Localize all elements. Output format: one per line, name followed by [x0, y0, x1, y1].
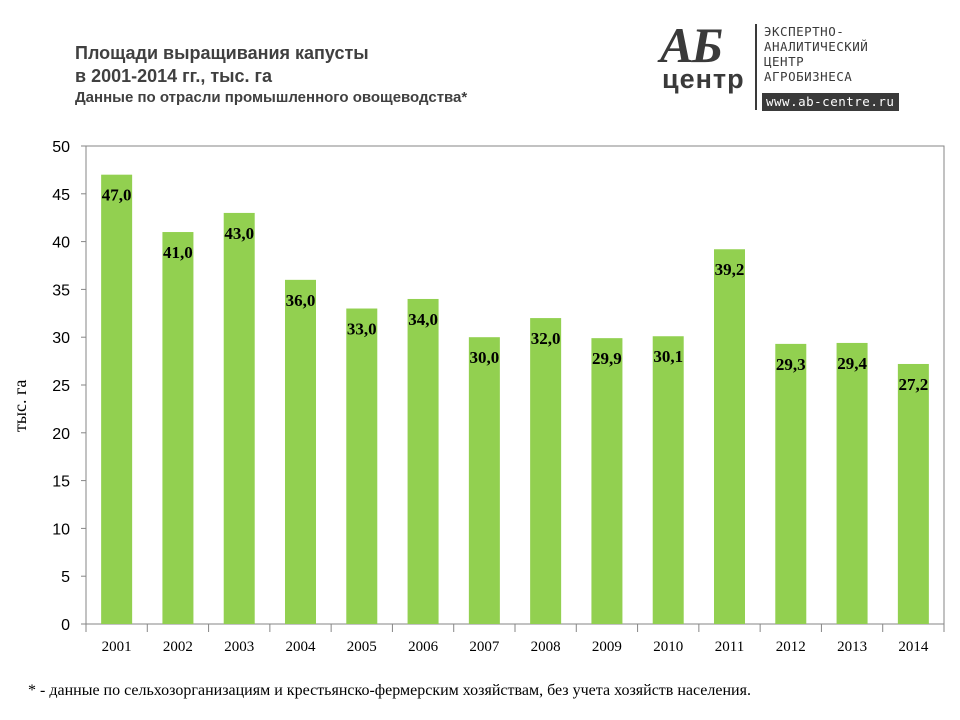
y-tick-label: 20: [52, 426, 70, 443]
bar: [407, 298, 439, 624]
y-tick-label: 50: [52, 139, 70, 156]
title-line-2: в 2001-2014 гг., тыс. га: [75, 66, 273, 86]
data-label: 43,0: [224, 224, 254, 243]
bar: [775, 343, 807, 624]
data-label: 29,3: [776, 355, 806, 374]
x-tick-label: 2014: [898, 639, 929, 655]
logo-text: ЭКСПЕРТНО- АНАЛИТИЧЕСКИЙ ЦЕНТР АГРОБИЗНЕ…: [764, 24, 869, 84]
title-line-1: Площади выращивания капусты: [75, 43, 369, 63]
x-tick-label: 2004: [286, 639, 317, 655]
logo-mark-top: АБ: [660, 17, 723, 73]
x-tick-label: 2002: [163, 639, 193, 655]
logo-divider: [755, 24, 757, 110]
data-label: 33,0: [347, 320, 377, 339]
chart-title: Площади выращивания капусты в 2001-2014 …: [75, 42, 467, 108]
bar: [652, 336, 684, 624]
logo-url: www.ab-centre.ru: [762, 93, 900, 111]
x-tick-label: 2005: [347, 639, 377, 655]
data-label: 30,1: [653, 347, 683, 366]
data-label: 41,0: [163, 243, 193, 262]
data-label: 47,0: [102, 186, 132, 205]
data-label: 27,2: [898, 375, 928, 394]
x-tick-label: 2010: [653, 639, 683, 655]
footnote: * - данные по сельхозорганизациям и крес…: [28, 682, 751, 699]
bar: [530, 318, 562, 624]
data-label: 39,2: [715, 260, 745, 279]
data-label: 34,0: [408, 310, 438, 329]
bar: [714, 249, 745, 625]
x-tick-label: 2012: [776, 639, 806, 655]
x-tick-label: 2008: [531, 639, 561, 655]
data-label: 32,0: [531, 329, 561, 348]
y-tick-label: 5: [61, 569, 70, 586]
x-tick-label: 2013: [837, 639, 867, 655]
y-tick-label: 45: [52, 187, 70, 204]
plot-area: [85, 145, 945, 625]
bar: [346, 308, 378, 624]
data-label: 29,4: [837, 354, 867, 373]
x-tick-label: 2001: [102, 639, 132, 655]
y-tick-label: 40: [52, 235, 70, 252]
y-tick-label: 15: [52, 474, 70, 491]
data-label: 29,9: [592, 349, 622, 368]
y-tick-label: 0: [61, 617, 70, 634]
bar: [591, 338, 623, 624]
subtitle: Данные по отрасли промышленного овощевод…: [75, 89, 468, 106]
logo-mark: АБ центр: [658, 17, 750, 102]
ab-centre-logo: АБ центр ЭКСПЕРТНО- АНАЛИТИЧЕСКИЙ ЦЕНТР …: [658, 17, 923, 114]
bar: [836, 342, 868, 624]
x-tick-label: 2011: [715, 639, 744, 655]
bar: [223, 212, 255, 625]
x-tick-label: 2006: [408, 639, 439, 655]
y-tick-label: 35: [52, 282, 70, 299]
data-label: 30,0: [469, 348, 499, 367]
bar: [285, 279, 316, 624]
bar: [897, 363, 929, 624]
x-tick-label: 2007: [469, 639, 500, 655]
y-tick-label: 25: [52, 378, 70, 395]
bar: [468, 337, 500, 624]
y-tick-label: 30: [52, 330, 70, 347]
y-tick-label: 10: [52, 521, 70, 538]
bar: [101, 174, 133, 624]
logo-mark-bottom: центр: [662, 64, 745, 94]
bar: [162, 232, 194, 625]
data-label: 36,0: [286, 291, 316, 310]
x-tick-label: 2003: [224, 639, 254, 655]
x-tick-label: 2009: [592, 639, 622, 655]
